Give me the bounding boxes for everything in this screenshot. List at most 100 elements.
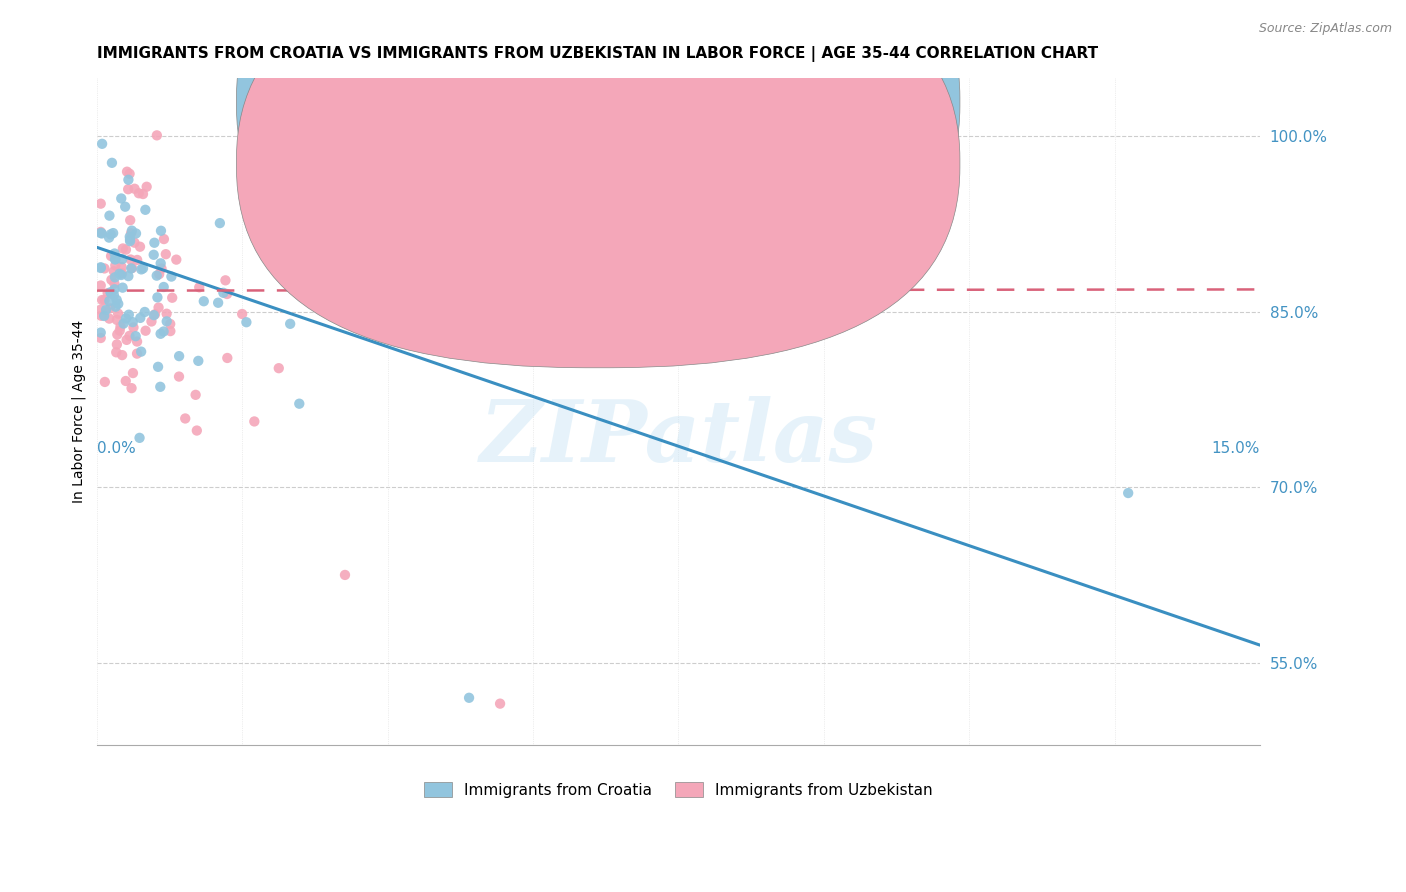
Point [117,269,139,284]
Point [93,309,115,323]
Point [278,317,301,331]
Point [90,260,112,275]
Point [129,310,152,325]
Point [110,260,132,274]
Point [156,314,179,328]
FancyBboxPatch shape [236,0,960,368]
Point [186,424,208,438]
Point [120,252,142,267]
Point [105,327,128,342]
Point [93,261,115,276]
Point [149,380,172,394]
Point [132,187,155,202]
Point [90,227,112,241]
Point [105,345,128,359]
Point [117,182,139,196]
Point [167,369,190,384]
Point [212,285,235,300]
Point [110,319,132,334]
Point [105,293,128,307]
Point [153,232,176,246]
Point [111,252,134,267]
Point [150,261,173,276]
Point [98,311,121,326]
Point [129,240,152,254]
Point [135,179,157,194]
Point [128,431,150,445]
Point [146,359,169,374]
Point [127,252,149,267]
Point [104,252,127,267]
Point [111,348,134,362]
Point [104,300,127,314]
Point [117,173,139,187]
Text: IMMIGRANTS FROM CROATIA VS IMMIGRANTS FROM UZBEKISTAN IN LABOR FORCE | AGE 35-44: IMMIGRANTS FROM CROATIA VS IMMIGRANTS FR… [97,46,1098,62]
Point [115,243,138,257]
Point [458,690,481,705]
Point [98,293,121,308]
Point [124,329,146,343]
Point [124,235,146,250]
Point [254,218,277,232]
Point [125,346,148,360]
Point [90,226,112,240]
Point [208,216,231,230]
Point [121,381,143,395]
Point [110,268,132,282]
Point [148,267,170,281]
Point [149,224,172,238]
Point [90,309,112,323]
Point [124,182,146,196]
Point [108,267,131,281]
Point [143,307,166,321]
Point [98,301,121,316]
Point [111,266,134,280]
Point [103,277,125,291]
Point [188,280,211,294]
FancyBboxPatch shape [236,0,960,307]
Point [235,315,257,329]
Point [167,349,190,363]
Point [122,320,145,334]
Point [152,325,174,339]
Point [146,128,169,143]
Point [187,354,209,368]
Point [217,351,239,365]
Point [97,286,120,301]
Point [142,248,165,262]
Point [134,305,156,319]
Point [231,307,253,321]
Point [128,186,150,201]
Point [100,285,122,300]
Point [100,285,122,300]
Point [111,242,134,256]
Point [110,192,132,206]
Point [118,308,141,322]
Point [115,164,138,178]
Point [100,273,122,287]
Point [288,397,311,411]
Point [333,568,356,582]
Point [104,270,127,285]
Point [107,297,129,311]
Point [104,252,127,267]
Point [214,273,236,287]
Point [101,156,124,170]
Point [145,268,167,283]
Point [90,331,112,345]
Point [121,315,143,329]
Point [101,226,124,240]
Point [100,249,122,263]
Point [215,287,238,301]
Y-axis label: In Labor Force | Age 35-44: In Labor Force | Age 35-44 [72,319,86,503]
Point [103,282,125,296]
Point [121,224,143,238]
Point [142,308,165,322]
Point [98,230,121,244]
Point [90,326,112,340]
Point [184,388,207,402]
Point [112,317,135,331]
Point [103,264,125,278]
Point [146,290,169,304]
Text: ZIPatlas: ZIPatlas [479,396,877,480]
